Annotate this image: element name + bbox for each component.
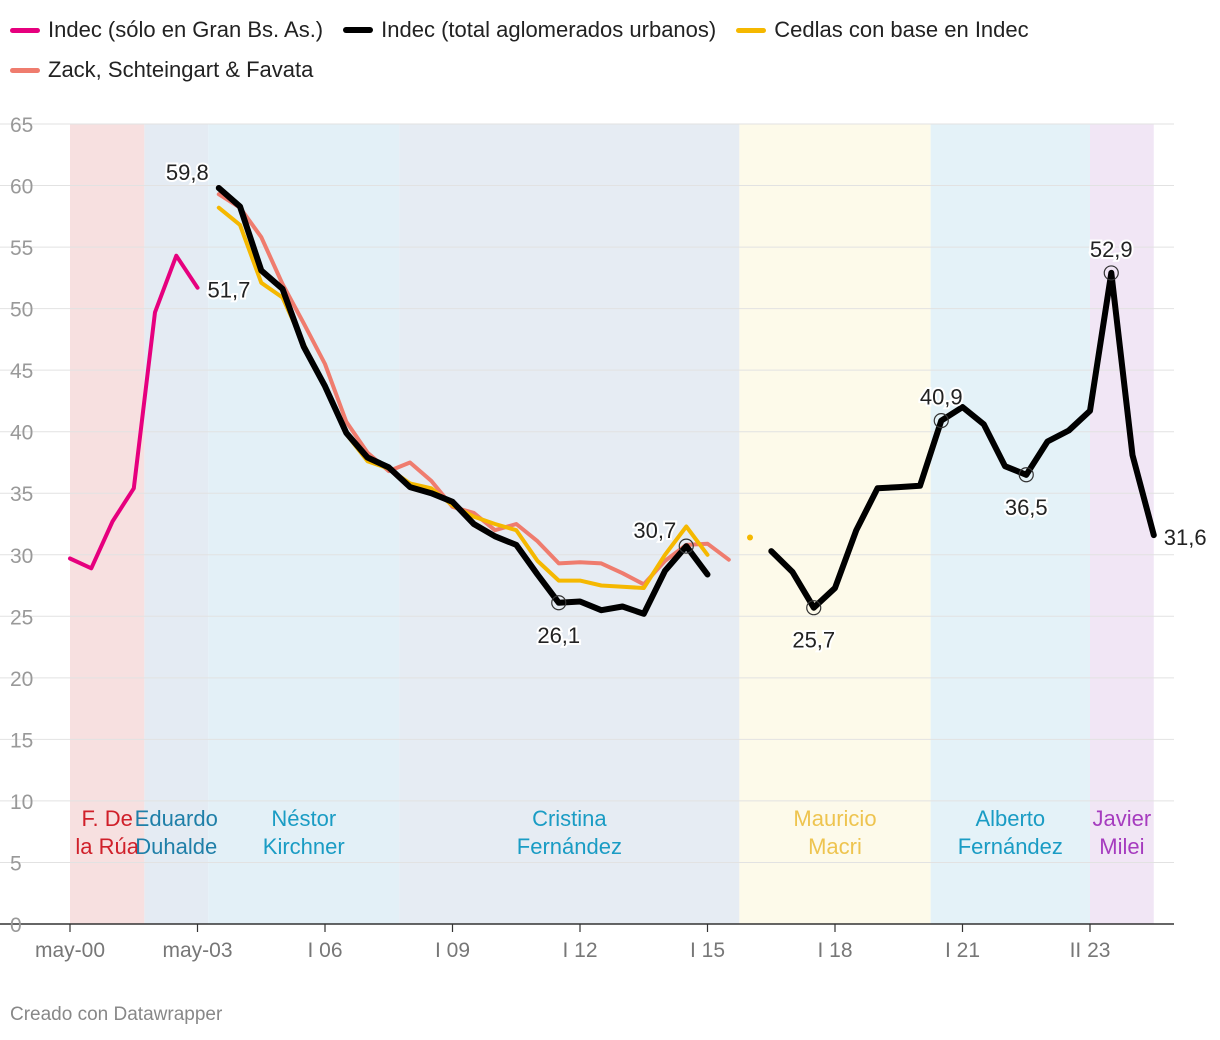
x-tick-label: I 15 bbox=[690, 939, 725, 962]
period-label-alberto-fernandez: Alberto Fernández bbox=[958, 806, 1063, 859]
y-tick-label: 20 bbox=[10, 668, 33, 691]
legend-row-2: Zack, Schteingart & Favata bbox=[10, 54, 1210, 86]
y-tick-label: 30 bbox=[10, 545, 33, 568]
period-label-line: Macri bbox=[808, 834, 862, 859]
y-tick-label: 5 bbox=[10, 852, 22, 875]
y-tick-label: 50 bbox=[10, 299, 33, 322]
period-label-line: F. De bbox=[82, 806, 133, 831]
y-tick-label: 10 bbox=[10, 791, 33, 814]
legend: Indec (sólo en Gran Bs. As.) Indec (tota… bbox=[10, 14, 1210, 94]
y-tick-label: 55 bbox=[10, 237, 33, 260]
period-label-line: Javier bbox=[1093, 806, 1152, 831]
x-tick-label: may-00 bbox=[35, 939, 105, 962]
y-tick-label: 25 bbox=[10, 606, 33, 629]
legend-label-indec-gba: Indec (sólo en Gran Bs. As.) bbox=[48, 17, 324, 42]
legend-item-indec-total[interactable]: Indec (total aglomerados urbanos) bbox=[343, 17, 716, 43]
period-label-line: Fernández bbox=[517, 834, 622, 859]
x-tick-label: may-03 bbox=[162, 939, 232, 962]
x-tick-label: I 06 bbox=[307, 939, 342, 962]
legend-row-1: Indec (sólo en Gran Bs. As.) Indec (tota… bbox=[10, 14, 1210, 46]
annotation-marker bbox=[1018, 467, 1034, 483]
period-label-line: Alberto bbox=[975, 806, 1045, 831]
period-bg-cristina-fernandez bbox=[399, 124, 740, 924]
series-indec-total-aglomerados-urbanos-2016-line bbox=[768, 269, 1157, 611]
period-label-line: Kirchner bbox=[263, 834, 345, 859]
x-tick-label: I 21 bbox=[945, 939, 980, 962]
legend-label-cedlas: Cedlas con base en Indec bbox=[774, 17, 1029, 42]
y-tick-label: 60 bbox=[10, 176, 33, 199]
legend-label-indec-total: Indec (total aglomerados urbanos) bbox=[381, 17, 717, 42]
period-label-cristina-fernandez: Cristina Fernández bbox=[517, 806, 622, 859]
x-tick-label: I 18 bbox=[817, 939, 852, 962]
annotation-marker bbox=[806, 600, 822, 616]
annotation-label: 51,7 bbox=[208, 278, 251, 303]
legend-swatch-cedlas bbox=[736, 27, 767, 33]
y-tick-label: 15 bbox=[10, 729, 33, 752]
y-tick-label: 65 bbox=[10, 114, 33, 137]
legend-item-cedlas[interactable]: Cedlas con base en Indec bbox=[736, 17, 1029, 43]
period-label-line: Cristina bbox=[532, 806, 607, 831]
annotation-label: 36,5 bbox=[1005, 495, 1048, 520]
period-label-line: la Rúa bbox=[75, 834, 139, 859]
series-indec-total-aglomerados-urbanos-line bbox=[215, 185, 711, 617]
legend-swatch-indec-total bbox=[343, 27, 374, 33]
period-label-javier-milei: Javier Milei bbox=[1093, 806, 1152, 859]
annotation-marker bbox=[551, 595, 567, 611]
period-bg-alberto-fernandez bbox=[930, 124, 1090, 924]
series-indec-solo-en-gran-bs-as-line bbox=[68, 253, 200, 571]
y-tick-label: 40 bbox=[10, 422, 33, 445]
x-tick-label: I 12 bbox=[562, 939, 597, 962]
x-tick-label: I 09 bbox=[435, 939, 470, 962]
annotation-label: 30,7 bbox=[633, 518, 676, 543]
footer-credit: Creado con Datawrapper bbox=[10, 1004, 223, 1025]
period-label-nestor-kirchner: Néstor Kirchner bbox=[263, 806, 345, 859]
period-label-line: Eduardo bbox=[135, 806, 218, 831]
period-label-line: Fernández bbox=[958, 834, 1063, 859]
period-bg-nestor-kirchner bbox=[208, 124, 400, 924]
series-cedlas-con-base-en-indec-punto-point bbox=[747, 534, 753, 541]
period-bg-mauricio-macri bbox=[739, 124, 931, 924]
annotation-label: 52,9 bbox=[1090, 237, 1133, 262]
x-tick-label: II 23 bbox=[1070, 939, 1111, 962]
period-label-line: Mauricio bbox=[793, 806, 876, 831]
annotation-label: 25,7 bbox=[792, 628, 835, 653]
y-tick-label: 35 bbox=[10, 483, 33, 506]
period-bg-f-de-la-rua bbox=[70, 124, 145, 924]
period-bg-eduardo-duhalde bbox=[144, 124, 209, 924]
legend-item-indec-gba[interactable]: Indec (sólo en Gran Bs. As.) bbox=[10, 17, 323, 43]
period-bg-javier-milei bbox=[1090, 124, 1154, 924]
y-tick-label: 0 bbox=[10, 914, 22, 937]
period-label-f-de-la-rua: F. De la Rúa bbox=[75, 806, 139, 859]
annotation-marker bbox=[678, 538, 694, 554]
annotation-label: 26,1 bbox=[537, 623, 580, 648]
period-label-line: Duhalde bbox=[135, 834, 217, 859]
legend-swatch-indec-gba bbox=[10, 27, 40, 33]
period-label-eduardo-duhalde: Eduardo Duhalde bbox=[135, 806, 218, 859]
legend-label-zsf: Zack, Schteingart & Favata bbox=[48, 57, 314, 82]
period-label-line: Néstor bbox=[271, 806, 336, 831]
annotation-label: 40,9 bbox=[920, 385, 963, 410]
annotation-label: 59,8 bbox=[166, 160, 209, 185]
period-label-line: Milei bbox=[1099, 834, 1144, 859]
annotation-marker bbox=[1103, 265, 1119, 281]
y-tick-label: 45 bbox=[10, 360, 33, 383]
legend-item-zsf[interactable]: Zack, Schteingart & Favata bbox=[10, 57, 313, 83]
poverty-line-chart: 0 5 10 15 20 25 30 35 40 45 50 55 60 65 may-00 may-03 I … bbox=[0, 114, 1209, 962]
legend-swatch-zsf bbox=[10, 67, 40, 73]
annotation-marker bbox=[933, 413, 949, 429]
period-label-mauricio-macri: Mauricio Macri bbox=[793, 806, 876, 859]
annotation-label: 31,6 bbox=[1164, 525, 1207, 550]
